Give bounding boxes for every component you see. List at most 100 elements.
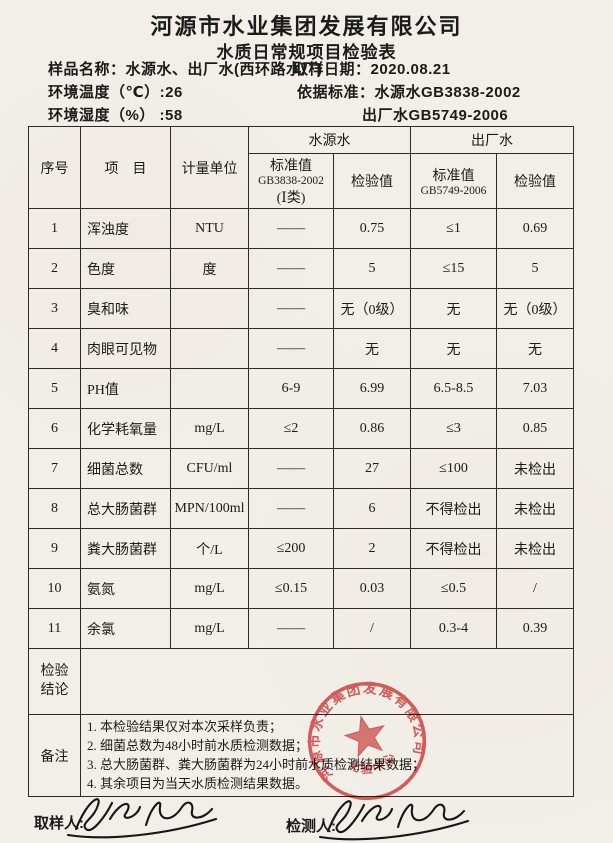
header-outlet-water-group: 出厂水: [410, 126, 574, 154]
cell-src-std: ——: [248, 288, 334, 329]
cell-no: 10: [28, 568, 81, 609]
env-temp-label: 环境温度（℃）: [48, 84, 160, 101]
tester-signature: [318, 800, 470, 841]
cell-out-std: 6.5-8.5: [410, 368, 497, 409]
source-standard-code: GB3838-2002: [258, 175, 324, 187]
cell-no: 2: [28, 248, 81, 289]
cell-item: 细菌总数: [80, 448, 171, 489]
cell-no: 5: [28, 368, 81, 409]
sampling-date-line: 取样日期：2020.08.21: [293, 58, 451, 79]
cell-out-val: 未检出: [496, 528, 574, 569]
table-row: 8 总大肠菌群 MPN/100ml —— 6 不得检出 未检出: [28, 488, 574, 529]
cell-out-val: 7.03: [496, 368, 574, 409]
sampling-date-value: 2020.08.21: [370, 61, 451, 78]
cell-out-val: 无: [496, 328, 574, 369]
standard-source-value: 水源水GB3838-2002: [374, 84, 521, 101]
cell-src-val: 0.86: [333, 408, 411, 449]
cell-src-std: ≤2: [248, 408, 334, 449]
cell-no: 8: [28, 488, 81, 529]
cell-src-std: ——: [248, 448, 334, 489]
cell-out-val: 未检出: [496, 488, 574, 529]
table-row: 9 粪大肠菌群 个/L ≤200 2 不得检出 未检出: [28, 528, 574, 569]
cell-out-val: 0.69: [496, 208, 574, 249]
cell-item: 总大肠菌群: [80, 488, 171, 529]
cell-unit: [170, 328, 249, 369]
cell-unit: 个/L: [170, 528, 249, 569]
cell-out-std: 不得检出: [410, 528, 497, 569]
cell-item: 化学耗氧量: [80, 408, 171, 449]
cell-no: 3: [28, 288, 81, 329]
cell-src-val: 0.75: [333, 208, 411, 249]
cell-src-val: 6.99: [333, 368, 411, 409]
cell-item: PH值: [80, 368, 171, 409]
remark-line: 1. 本检验结果仅对本次采样负责；: [87, 719, 283, 734]
table-row: 2 色度 度 —— 5 ≤15 5: [28, 248, 574, 289]
sample-name-line: 样品名称：水源水、出厂水(西环路水厂): [48, 58, 323, 79]
cell-out-std: ≤1: [410, 208, 497, 249]
env-humidity-line: 环境湿度（%） :58: [48, 104, 183, 125]
cell-src-std: ≤0.15: [248, 568, 334, 609]
cell-out-val: 0.85: [496, 408, 574, 449]
cell-out-std: 无: [410, 328, 497, 369]
stamp-ring: [307, 681, 427, 801]
remark-line: 4. 其余项目为当天水质检测结果数据。: [87, 775, 309, 791]
page-title: 水质日常规项目检验表: [216, 43, 397, 62]
header-source-standard: 标准值 GB3838-2002 (Ⅰ类): [248, 153, 334, 209]
env-humidity-label: 环境湿度（%）: [48, 107, 155, 124]
table-row: 6 化学耗氧量 mg/L ≤2 0.86 ≤3 0.85: [28, 408, 574, 449]
sample-name-label: 样品名称：: [48, 61, 126, 78]
cell-item: 氨氮: [80, 568, 171, 609]
cell-src-std: ≤200: [248, 528, 334, 569]
cell-unit: [170, 288, 249, 329]
table-row: 4 肉眼可见物 —— 无 无 无: [28, 328, 574, 369]
outlet-standard-code: GB5749-2006: [420, 185, 487, 197]
cell-out-std: ≤100: [410, 448, 497, 489]
cell-out-std: 0.3-4: [410, 608, 497, 649]
cell-no: 4: [28, 328, 81, 369]
table-header-group-row: 序号 项 目 计量单位 水源水 出厂水: [28, 126, 574, 209]
table-row: 5 PH值 6-9 6.99 6.5-8.5 7.03: [28, 368, 574, 409]
table-row: 7 细菌总数 CFU/ml —— 27 ≤100 未检出: [28, 448, 574, 489]
cell-no: 6: [28, 408, 81, 449]
standard-label: 依据标准：: [297, 84, 375, 101]
stamp-star: [343, 715, 385, 758]
inspection-table: 序号 项 目 计量单位 水源水 出厂水 标准值 GB3838-2002 (Ⅰ类)…: [28, 126, 574, 798]
cell-unit: mg/L: [170, 408, 249, 449]
sampler-signature: [66, 798, 218, 839]
tester-label: 检测人:: [286, 818, 336, 835]
cell-unit: mg/L: [170, 608, 249, 649]
company-seal-stamp: 河源市水业集团发展有限公司 化验中心: [293, 668, 433, 801]
cell-out-std: ≤15: [410, 248, 497, 289]
cell-src-val: 6: [333, 488, 411, 529]
remark-row: 备注 1. 本检验结果仅对本次采样负责； 2. 细菌总数为48小时前水质检测数据…: [28, 713, 574, 798]
cell-no: 11: [28, 608, 81, 649]
env-humidity-value: :58: [159, 107, 183, 124]
company-name: 河源市水业集团发展有限公司: [150, 14, 463, 39]
cell-out-std: ≤3: [410, 408, 497, 449]
standard-outlet-line: 出厂水GB5749-2006: [362, 104, 508, 125]
source-standard-class: (Ⅰ类): [276, 191, 306, 206]
standard-outlet-value: 出厂水GB5749-2006: [362, 107, 509, 124]
cell-item: 色度: [80, 248, 171, 289]
cell-src-val: 2: [333, 528, 411, 569]
sampler-label: 取样人:: [34, 815, 84, 832]
cell-no: 7: [28, 448, 81, 489]
cell-src-val: /: [333, 608, 411, 649]
table-row: 3 臭和味 —— 无（0级） 无 无（0级）: [28, 288, 574, 329]
table-row: 1 浑浊度 NTU —— 0.75 ≤1 0.69: [28, 208, 574, 249]
header-source-check: 检验值: [333, 153, 411, 209]
cell-src-val: 无: [333, 328, 411, 369]
cell-out-std: ≤0.5: [410, 568, 497, 609]
remark-label: 备注: [28, 713, 81, 798]
header-item: 项 目: [80, 126, 171, 209]
cell-unit: [170, 368, 249, 409]
cell-item: 浑浊度: [80, 208, 171, 249]
cell-item: 粪大肠菌群: [80, 528, 171, 569]
header-outlet-standard: 标准值 GB5749-2006: [410, 153, 497, 209]
cell-unit: MPN/100ml: [170, 488, 249, 529]
cell-src-std: ——: [248, 248, 334, 289]
cell-out-std: 无: [410, 288, 497, 329]
cell-src-val: 27: [333, 448, 411, 489]
remark-line: 3. 总大肠菌群、粪大肠菌群为24小时前水质检测结果数据；: [87, 756, 426, 772]
